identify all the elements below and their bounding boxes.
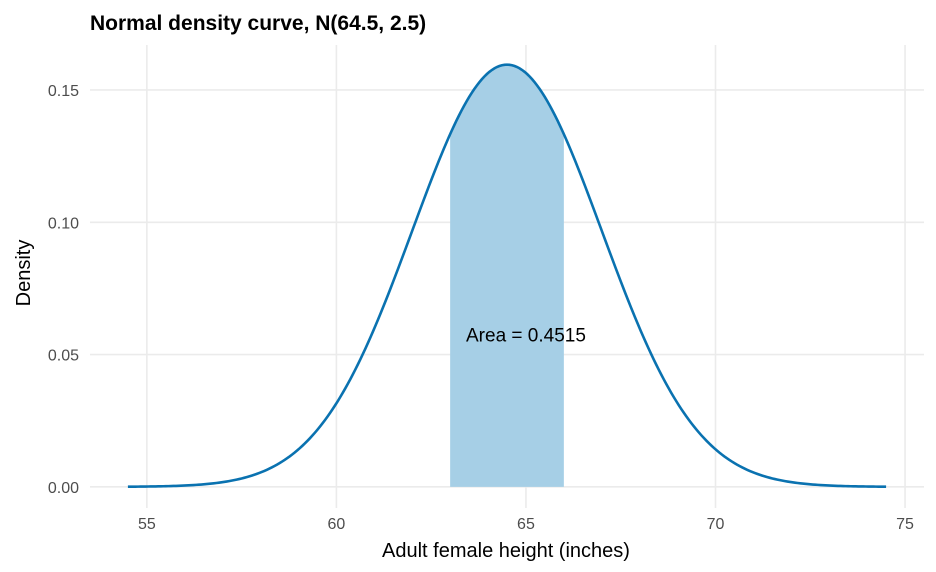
chart-title: Normal density curve, N(64.5, 2.5) <box>90 12 426 35</box>
area-annotation: Area = 0.4515 <box>466 325 586 346</box>
y-axis-title: Density <box>13 240 35 307</box>
x-tick-label: 75 <box>896 516 914 533</box>
y-axis-ticks: 0.00 0.05 0.10 0.15 <box>48 83 79 497</box>
x-tick-label: 55 <box>138 516 156 533</box>
x-tick-label: 65 <box>517 516 535 533</box>
density-curve <box>127 63 887 488</box>
y-tick-label: 0.00 <box>48 480 79 497</box>
y-tick-label: 0.10 <box>48 215 79 232</box>
y-tick-label: 0.15 <box>48 83 79 100</box>
x-axis-ticks: 55 60 65 70 75 <box>138 516 914 533</box>
x-tick-label: 60 <box>328 516 346 533</box>
shaded-area <box>450 64 564 487</box>
y-tick-label: 0.05 <box>48 348 79 365</box>
x-axis-title: Adult female height (inches) <box>382 540 630 562</box>
x-tick-label: 70 <box>707 516 725 533</box>
